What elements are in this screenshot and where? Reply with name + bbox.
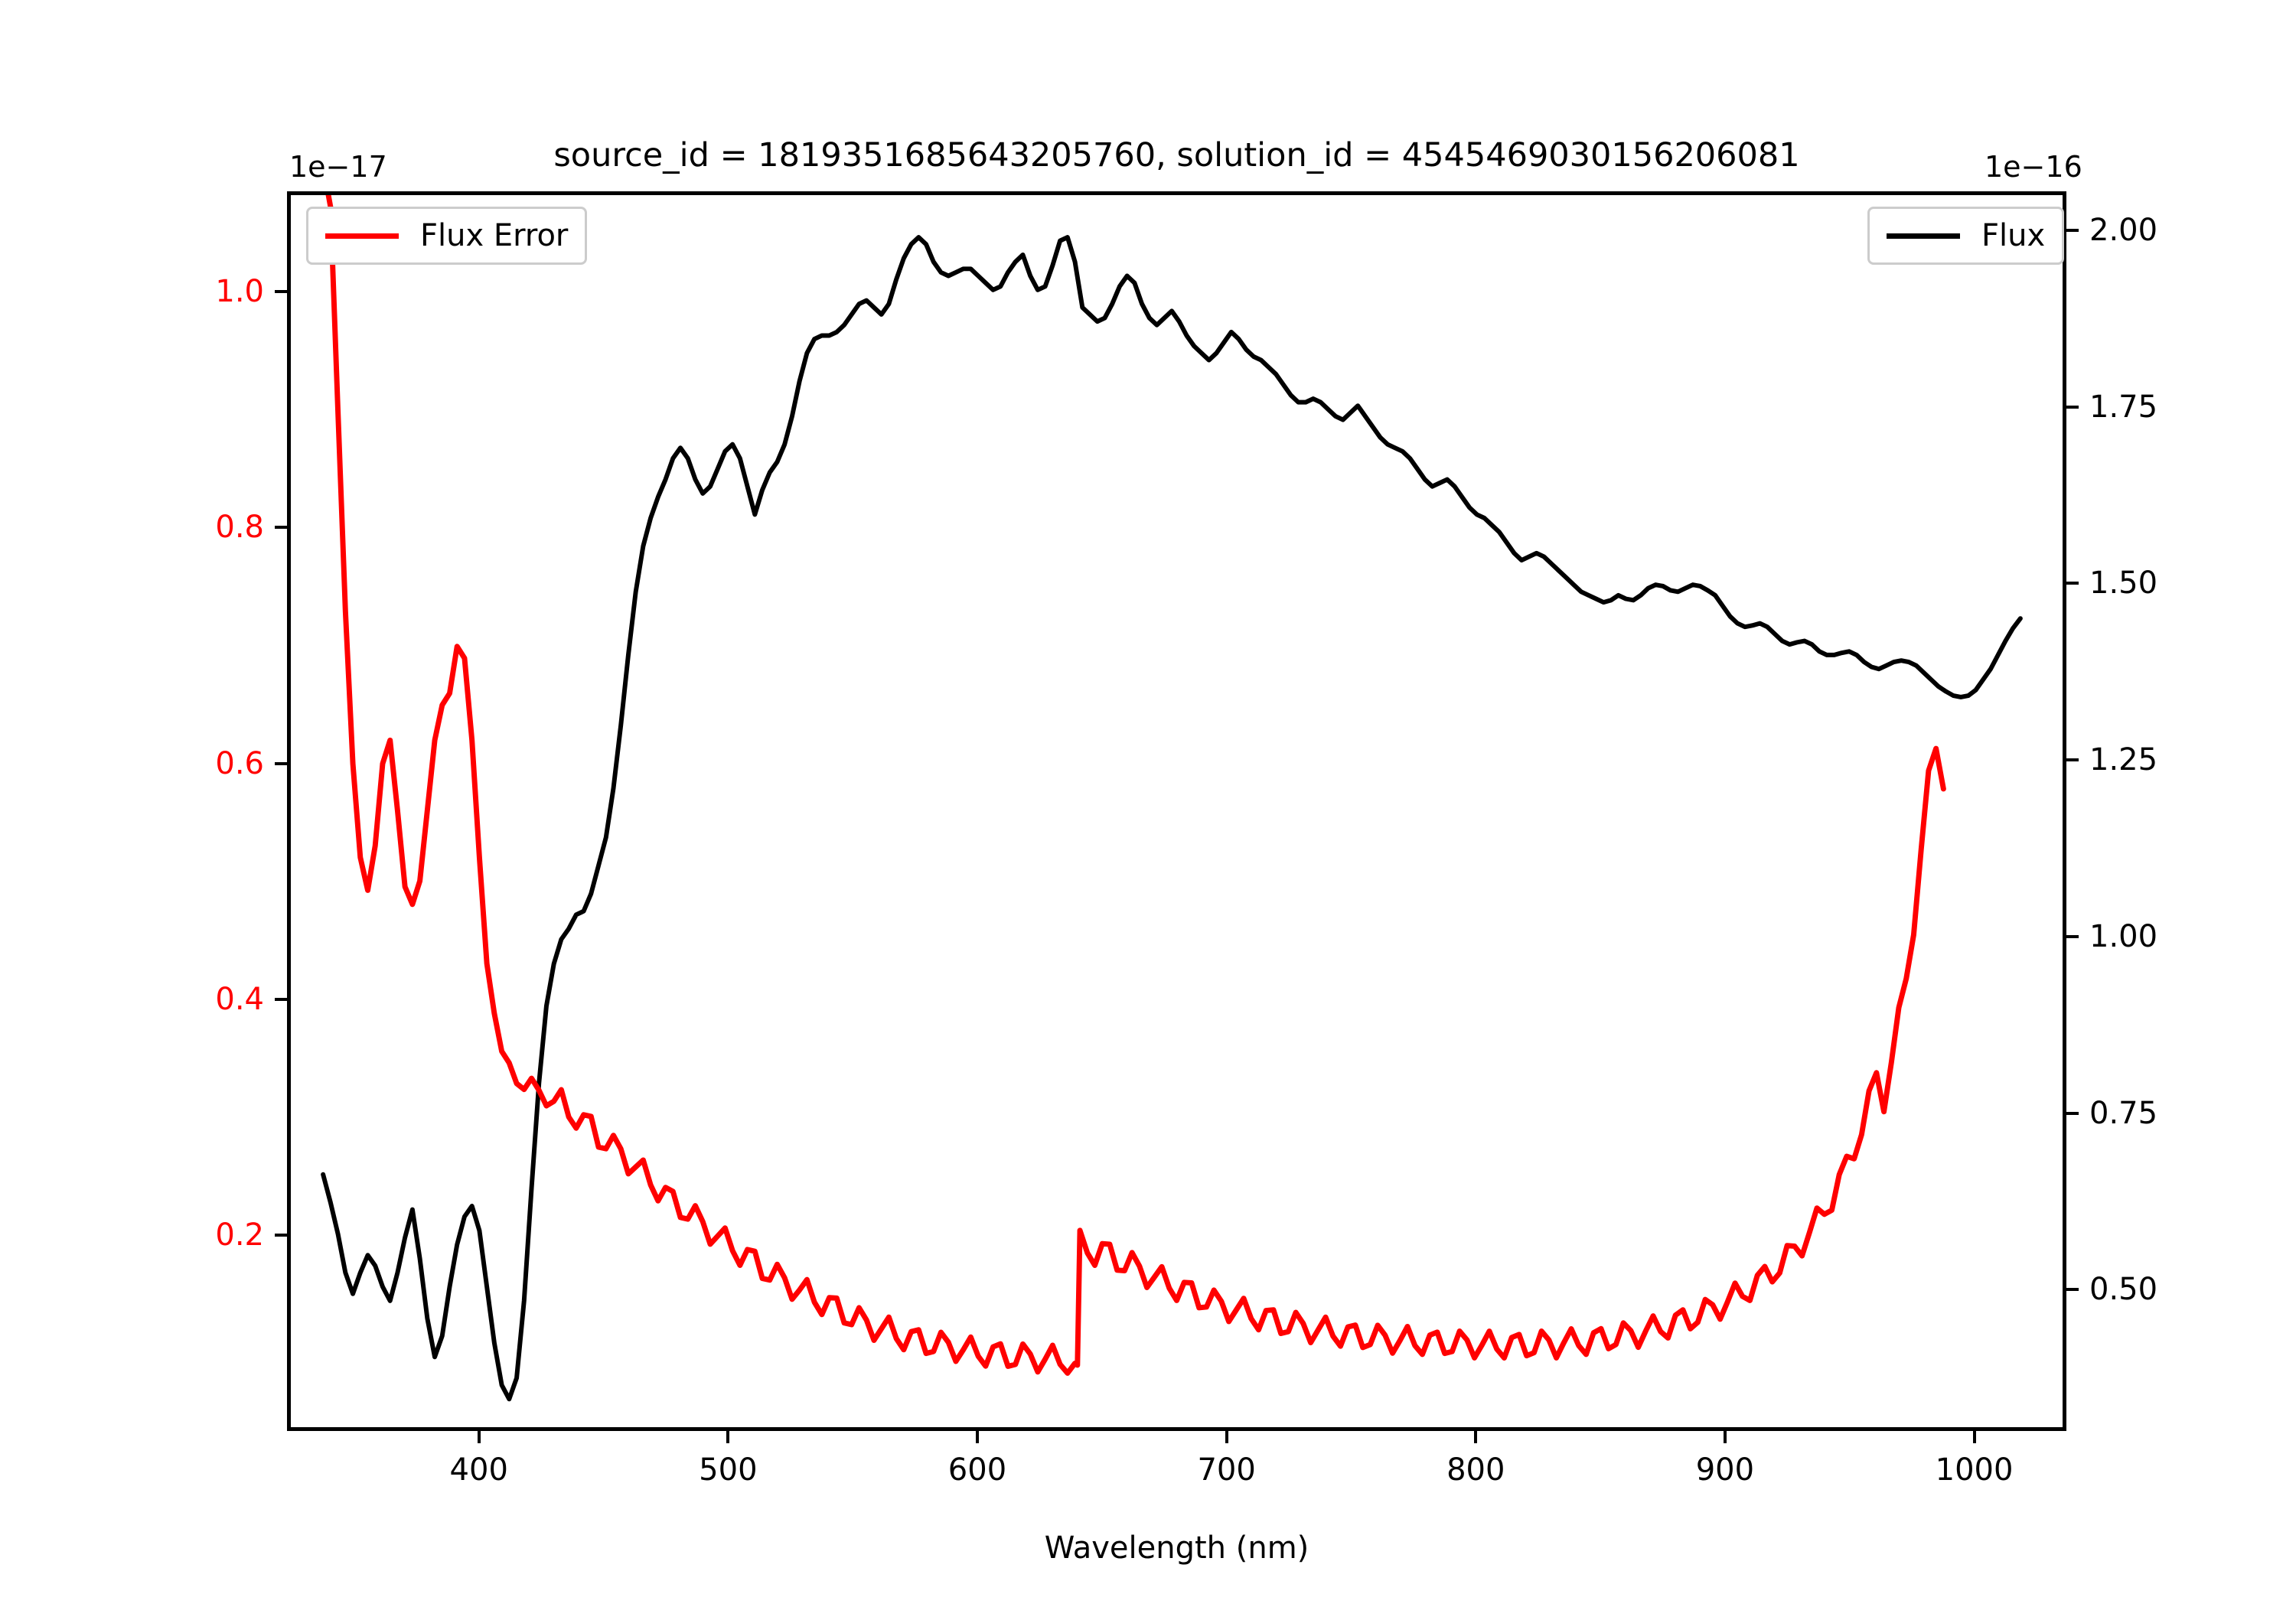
- left-y-tick-label-0.4: 0.4: [215, 981, 264, 1017]
- right-y-tick-mark-1.50: [2066, 582, 2079, 585]
- plot-clip-region: [291, 195, 2063, 1427]
- right-y-tick-label-1.00: 1.00: [2089, 918, 2158, 954]
- right-axis-offset-label: 1e−16: [1985, 150, 2082, 184]
- left-y-tick-label-1.0: 1.0: [215, 274, 264, 310]
- left-y-tick-mark-0.4: [275, 997, 287, 1001]
- x-tick-mark-600: [975, 1431, 979, 1443]
- flux-error-series-line: [325, 195, 1946, 1376]
- chart-svg: [321, 195, 2023, 1402]
- x-axis-title: Wavelength (nm): [1044, 1530, 1309, 1566]
- right-y-tick-mark-1.75: [2066, 405, 2079, 409]
- right-y-tick-mark-0.75: [2066, 1111, 2079, 1115]
- right-y-tick-label-1.75: 1.75: [2089, 389, 2158, 425]
- x-tick-label-700: 700: [1197, 1452, 1256, 1488]
- x-tick-mark-800: [1474, 1431, 1478, 1443]
- legend-flux-error[interactable]: Flux Error: [306, 207, 588, 265]
- flux-series-line: [321, 235, 2023, 1402]
- left-y-tick-mark-1.0: [275, 290, 287, 294]
- x-tick-label-800: 800: [1446, 1452, 1505, 1488]
- x-tick-label-600: 600: [947, 1452, 1007, 1488]
- left-y-tick-label-0.6: 0.6: [215, 745, 264, 781]
- x-tick-mark-400: [477, 1431, 481, 1443]
- flux-legend-label: Flux: [1981, 218, 2046, 253]
- legend-flux[interactable]: Flux: [1867, 207, 2065, 265]
- right-y-tick-mark-0.50: [2066, 1288, 2079, 1292]
- left-y-tick-label-0.2: 0.2: [215, 1217, 264, 1253]
- x-tick-label-1000: 1000: [1935, 1452, 2014, 1488]
- right-y-tick-label-1.50: 1.50: [2089, 566, 2158, 601]
- flux-legend-swatch: [1887, 233, 1960, 239]
- flux-error-legend-swatch: [325, 233, 399, 239]
- x-tick-mark-500: [726, 1431, 730, 1443]
- left-axis-offset-label: 1e−17: [289, 150, 387, 184]
- left-y-tick-mark-0.8: [275, 526, 287, 530]
- x-tick-mark-1000: [1972, 1431, 1976, 1443]
- x-tick-label-500: 500: [699, 1452, 758, 1488]
- left-y-tick-mark-0.2: [275, 1234, 287, 1237]
- right-y-tick-mark-2.00: [2066, 228, 2079, 232]
- x-tick-mark-700: [1225, 1431, 1228, 1443]
- right-y-tick-label-1.25: 1.25: [2089, 742, 2158, 778]
- right-y-tick-label-0.50: 0.50: [2089, 1272, 2158, 1308]
- right-y-tick-mark-1.25: [2066, 758, 2079, 762]
- flux-error-legend-label: Flux Error: [420, 218, 569, 253]
- page-title: source_id = 1819351685643205760, solutio…: [553, 136, 1800, 174]
- right-y-tick-mark-1.00: [2066, 934, 2079, 938]
- x-tick-label-400: 400: [449, 1452, 508, 1488]
- left-y-tick-label-0.8: 0.8: [215, 510, 264, 546]
- right-y-tick-label-0.75: 0.75: [2089, 1095, 2158, 1131]
- x-tick-mark-900: [1723, 1431, 1727, 1443]
- left-y-tick-mark-0.6: [275, 761, 287, 765]
- x-tick-label-900: 900: [1695, 1452, 1755, 1488]
- right-y-tick-label-2.00: 2.00: [2089, 212, 2158, 248]
- plot-area: [287, 191, 2066, 1431]
